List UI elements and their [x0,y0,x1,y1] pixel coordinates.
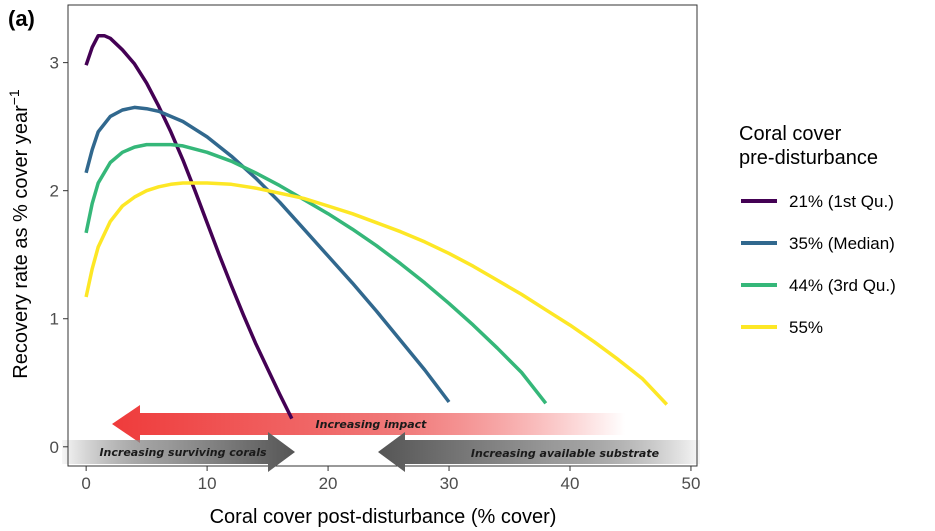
x-tick-label: 10 [198,474,217,493]
legend: Coral cover pre-disturbance 21% (1st Qu.… [739,123,896,337]
annotation-arrows: Increasing impact Increasing surviving c… [62,405,700,472]
y-axis-title-superscript: −1 [6,89,22,105]
impact-arrow-label: Increasing impact [316,418,428,431]
x-tick-label: 20 [319,474,338,493]
y-tick-label: 2 [50,182,59,201]
axes: 0 10 20 30 40 50 0 1 2 3 [50,54,701,493]
legend-label-1: 21% (1st Qu.) [789,192,894,211]
series-line-4 [84,181,669,406]
y-tick-label: 1 [50,310,59,329]
legend-items: 21% (1st Qu.) 35% (Median) 44% (3rd Qu.) 55… [741,192,896,337]
x-axis-title: Coral cover post-disturbance (% cover) [210,506,557,528]
legend-label-2: 35% (Median) [789,234,895,253]
x-tick-label: 0 [81,474,90,493]
series-line-2 [84,105,451,404]
series-line-3 [84,142,548,405]
plot-panel-border [67,4,698,467]
y-tick-label: 3 [50,54,59,73]
surviving-corals-label: Increasing surviving corals [99,446,267,459]
legend-label-4: 55% [789,318,823,337]
y-axis-title: Recovery rate as % cover year−1 [6,89,32,379]
legend-title-line-1: Coral cover [739,123,842,145]
legend-label-3: 44% (3rd Qu.) [789,276,896,295]
x-tick-label: 40 [561,474,580,493]
series-line-1 [84,33,294,420]
y-axis-title-main: Recovery rate as % cover year [10,105,32,379]
series-lines [84,33,669,420]
available-substrate-label: Increasing available substrate [471,447,660,460]
x-tick-label: 50 [681,474,700,493]
available-substrate-arrow [378,432,700,472]
x-tick-label: 30 [440,474,459,493]
impact-arrow [112,405,625,443]
surviving-corals-arrow [62,432,295,472]
panel-label: (a) [8,6,35,31]
y-tick-label: 0 [50,438,59,457]
legend-title-line-2: pre-disturbance [739,147,878,169]
